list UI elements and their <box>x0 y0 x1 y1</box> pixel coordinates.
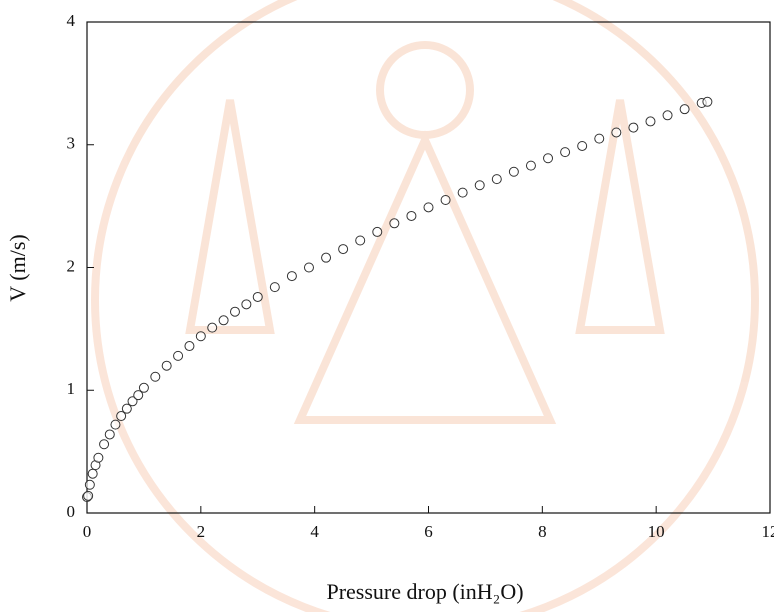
data-point <box>702 96 713 107</box>
data-point <box>508 166 519 177</box>
data-point <box>628 122 639 133</box>
data-point <box>87 468 98 479</box>
data-point <box>474 180 485 191</box>
x-axis-title: Pressure drop (inH₂O) <box>326 579 523 604</box>
x-tick-label: 10 <box>648 522 665 541</box>
data-point <box>355 235 366 246</box>
watermark <box>91 0 759 612</box>
data-point <box>195 331 206 342</box>
data-point <box>543 153 554 164</box>
data-point <box>229 306 240 317</box>
data-point <box>161 360 172 371</box>
plot-frame <box>86 21 771 514</box>
data-point <box>525 160 536 171</box>
data-point <box>662 110 673 121</box>
data-point <box>173 350 184 361</box>
data-point <box>241 299 252 310</box>
data-point <box>150 371 161 382</box>
x-tick-label: 2 <box>197 522 206 541</box>
data-point <box>560 147 571 158</box>
data-point <box>303 262 314 273</box>
data-point <box>138 382 149 393</box>
data-point <box>127 396 138 407</box>
data-point <box>406 210 417 221</box>
data-point <box>491 174 502 185</box>
data-point <box>104 429 115 440</box>
data-point <box>207 322 218 333</box>
data-point <box>645 116 656 127</box>
data-point <box>93 452 104 463</box>
data-point <box>457 187 468 198</box>
data-point <box>83 490 94 501</box>
data-point <box>679 104 690 115</box>
data-point <box>110 419 121 430</box>
x-tick-label: 12 <box>762 522 774 541</box>
y-tick-label: 4 <box>67 11 76 30</box>
y-axis-title: V (m/s) <box>5 234 30 301</box>
data-point <box>184 341 195 352</box>
data-point <box>423 202 434 213</box>
y-tick-label: 0 <box>67 502 76 521</box>
data-point <box>611 127 622 138</box>
data-point <box>99 439 110 450</box>
data-point <box>286 271 297 282</box>
data-point <box>594 133 605 144</box>
x-tick-label: 8 <box>538 522 547 541</box>
data-point <box>133 390 144 401</box>
y-tick-label: 2 <box>67 256 76 275</box>
data-point <box>321 252 332 263</box>
data-point <box>372 226 383 237</box>
data-point <box>84 479 95 490</box>
data-point <box>252 291 263 302</box>
data-point <box>121 403 132 414</box>
data-point <box>389 218 400 229</box>
y-tick-label: 3 <box>67 134 76 153</box>
y-tick-label: 1 <box>67 379 76 398</box>
data-point <box>338 244 349 255</box>
x-tick-label: 0 <box>83 522 92 541</box>
data-point <box>440 194 451 205</box>
x-tick-label: 4 <box>310 522 319 541</box>
data-point <box>116 411 127 422</box>
data-point <box>218 315 229 326</box>
data-point <box>577 140 588 151</box>
data-point <box>269 282 280 293</box>
x-tick-label: 6 <box>424 522 433 541</box>
